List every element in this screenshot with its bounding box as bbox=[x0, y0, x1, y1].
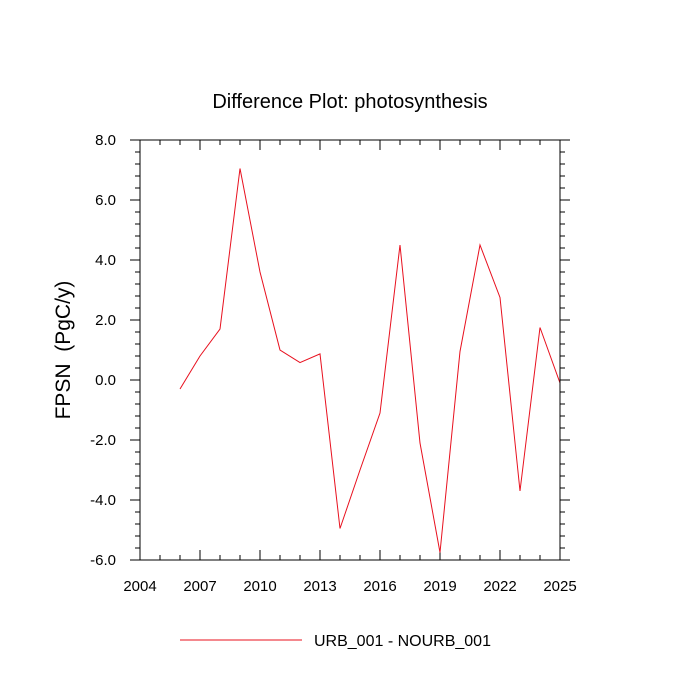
y-tick-label: -4.0 bbox=[90, 492, 116, 509]
chart-title: Difference Plot: photosynthesis bbox=[212, 91, 487, 113]
series-layer bbox=[179, 168, 561, 553]
y-tick-label: -6.0 bbox=[90, 552, 116, 569]
axis-ticks bbox=[130, 139, 570, 561]
x-tick-label: 2007 bbox=[183, 578, 216, 595]
y-tick-label: 8.0 bbox=[95, 132, 116, 149]
legend-entry-label: URB_001 - NOURB_001 bbox=[314, 633, 491, 650]
legend: URB_001 - NOURB_001 bbox=[180, 633, 491, 650]
tick-labels: 2004 2007 2010 2013 2016 2019 2022 2025 -6.0 -4.0… bbox=[90, 132, 577, 595]
y-tick-label: 0.0 bbox=[95, 372, 116, 389]
y-tick-label: 6.0 bbox=[95, 192, 116, 209]
y-tick-label: 2.0 bbox=[95, 312, 116, 329]
series-line bbox=[179, 168, 561, 553]
plot-frame bbox=[139, 139, 561, 561]
x-tick-label: 2004 bbox=[123, 578, 156, 595]
y-axis-label: FPSN (PgC/y) bbox=[52, 281, 75, 420]
x-tick-label: 2016 bbox=[363, 578, 396, 595]
x-tick-label: 2013 bbox=[303, 578, 336, 595]
y-tick-label: 4.0 bbox=[95, 252, 116, 269]
x-tick-label: 2010 bbox=[243, 578, 276, 595]
x-tick-label: 2022 bbox=[483, 578, 516, 595]
x-tick-label: 2019 bbox=[423, 578, 456, 595]
y-tick-label: -2.0 bbox=[90, 432, 116, 449]
x-tick-label: 2025 bbox=[543, 578, 576, 595]
